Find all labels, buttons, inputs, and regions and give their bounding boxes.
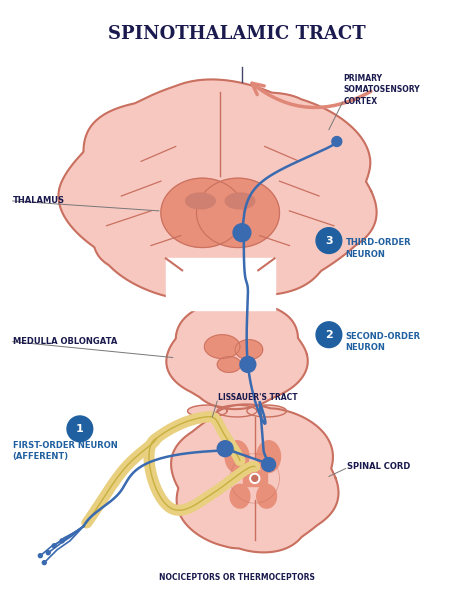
Polygon shape bbox=[161, 178, 244, 247]
Text: SPINAL CORD: SPINAL CORD bbox=[346, 462, 410, 471]
Circle shape bbox=[233, 224, 251, 242]
Circle shape bbox=[46, 551, 50, 555]
Text: SECOND-ORDER
NEURON: SECOND-ORDER NEURON bbox=[346, 332, 421, 352]
Circle shape bbox=[262, 457, 275, 471]
Circle shape bbox=[316, 228, 342, 253]
Circle shape bbox=[67, 416, 93, 442]
Circle shape bbox=[250, 473, 260, 484]
Polygon shape bbox=[257, 441, 281, 473]
Polygon shape bbox=[197, 178, 280, 247]
Circle shape bbox=[38, 554, 42, 558]
Polygon shape bbox=[225, 193, 255, 209]
Text: SPINOTHALAMIC TRACT: SPINOTHALAMIC TRACT bbox=[108, 24, 366, 43]
Polygon shape bbox=[171, 404, 338, 552]
Polygon shape bbox=[188, 405, 227, 417]
Polygon shape bbox=[230, 484, 250, 508]
Text: 3: 3 bbox=[325, 236, 333, 245]
Polygon shape bbox=[166, 258, 274, 310]
Circle shape bbox=[52, 544, 56, 547]
Text: FIRST-ORDER NEURON
(AFFERENT): FIRST-ORDER NEURON (AFFERENT) bbox=[13, 440, 118, 460]
Circle shape bbox=[252, 476, 258, 481]
Text: 1: 1 bbox=[76, 424, 84, 434]
Polygon shape bbox=[186, 193, 215, 209]
Polygon shape bbox=[247, 405, 286, 417]
Text: THALAMUS: THALAMUS bbox=[13, 197, 64, 205]
Polygon shape bbox=[217, 356, 241, 372]
Circle shape bbox=[316, 322, 342, 348]
Polygon shape bbox=[243, 471, 267, 487]
Polygon shape bbox=[204, 335, 240, 359]
Circle shape bbox=[42, 561, 46, 565]
Polygon shape bbox=[235, 340, 263, 359]
Circle shape bbox=[240, 356, 256, 372]
Text: 2: 2 bbox=[325, 329, 333, 340]
Text: NOCICEPTORS OR THERMOCEPTORS: NOCICEPTORS OR THERMOCEPTORS bbox=[159, 573, 315, 582]
Polygon shape bbox=[166, 301, 308, 409]
Text: LISSAUER'S TRACT: LISSAUER'S TRACT bbox=[218, 393, 298, 402]
Polygon shape bbox=[225, 441, 249, 473]
Circle shape bbox=[60, 539, 64, 543]
Text: THIRD-ORDER
NEURON: THIRD-ORDER NEURON bbox=[346, 239, 411, 259]
Polygon shape bbox=[217, 405, 257, 417]
Text: MEDULLA OBLONGATA: MEDULLA OBLONGATA bbox=[13, 337, 117, 346]
Circle shape bbox=[217, 441, 233, 457]
Polygon shape bbox=[58, 79, 377, 300]
Polygon shape bbox=[96, 105, 345, 277]
Circle shape bbox=[332, 136, 342, 146]
Text: PRIMARY
SOMATOSENSORY
CORTEX: PRIMARY SOMATOSENSORY CORTEX bbox=[344, 74, 420, 105]
FancyArrowPatch shape bbox=[252, 83, 371, 107]
Polygon shape bbox=[257, 484, 276, 508]
